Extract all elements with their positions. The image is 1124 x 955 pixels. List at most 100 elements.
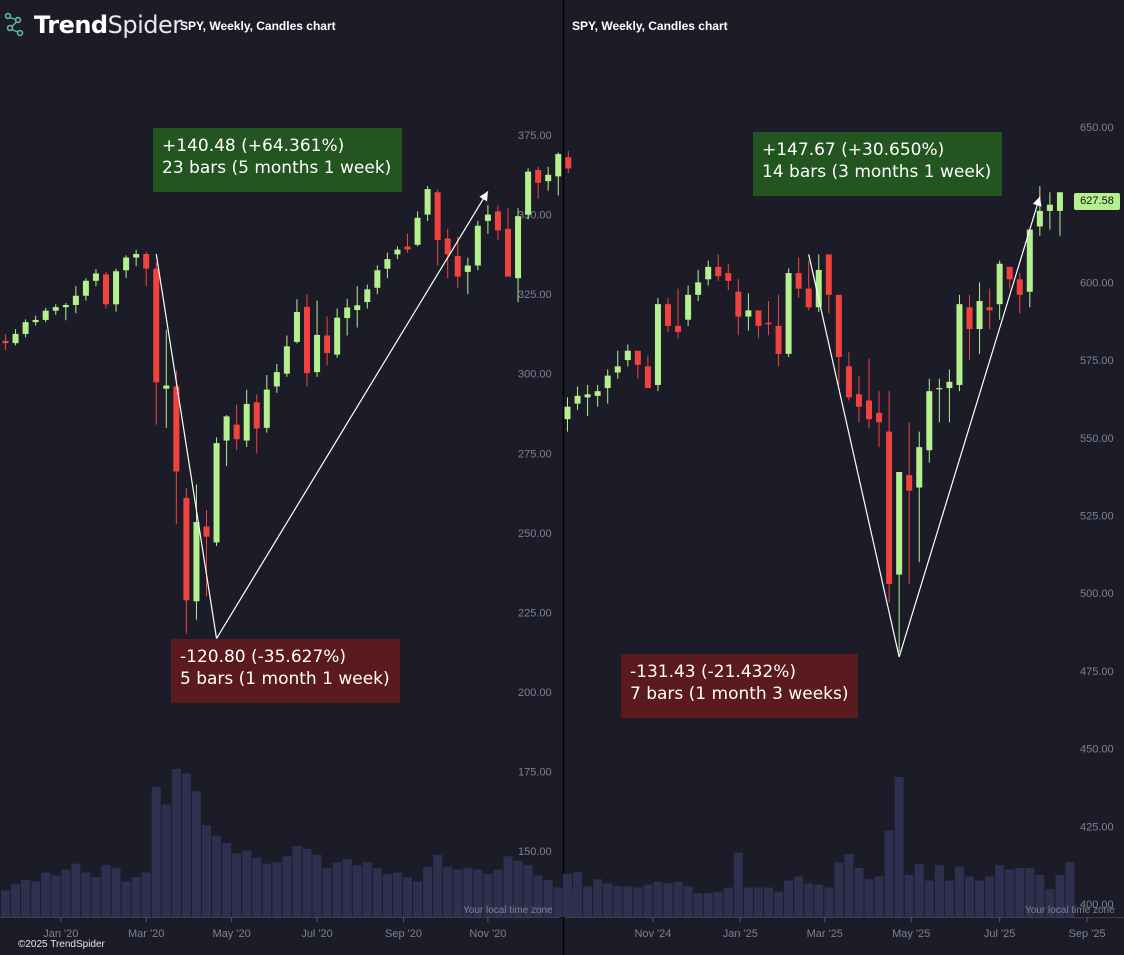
left-candle-body [545, 174, 552, 182]
left-candle-body [374, 270, 381, 288]
logo-light: Spider [107, 11, 183, 39]
right-x-tick-2: Mar '25 [807, 928, 843, 940]
trendspider-logo: TrendSpider [4, 11, 182, 39]
left-candle-body [82, 280, 89, 296]
right-volume-bar [683, 886, 693, 917]
right-arrowhead [1032, 196, 1042, 207]
right-volume-bar [753, 887, 763, 917]
right-volume-bar [774, 891, 784, 917]
right-candle-body [976, 301, 983, 330]
right-candle-body [876, 412, 883, 423]
left-volume-bar [121, 881, 131, 917]
left-candle-body [505, 228, 511, 277]
right-loss-line2: 7 bars (1 month 3 weeks) [630, 684, 849, 704]
right-volume-bar [854, 868, 864, 917]
left-volume-bar [191, 791, 201, 917]
left-gain-annotation[interactable]: +140.48 (+64.361%) 23 bars (5 months 1 w… [153, 128, 402, 192]
left-timezone-label[interactable]: Your local time zone [463, 905, 553, 916]
left-candle-body [314, 334, 321, 373]
left-candle-body [173, 386, 180, 472]
right-volume-bar [824, 887, 834, 917]
left-loss-line2: 5 bars (1 month 1 week) [180, 669, 390, 689]
left-volume-bar [21, 880, 31, 917]
left-candle-body [52, 307, 59, 311]
right-volume-bar [583, 886, 593, 917]
left-volume-bar [91, 877, 101, 917]
left-volume-bar [242, 850, 252, 917]
left-y-tick-7: 200.00 [518, 687, 552, 699]
right-volume-bar [834, 862, 844, 917]
left-candle-body [414, 217, 421, 245]
left-candle-body [364, 289, 371, 303]
left-candle-body [193, 522, 200, 602]
right-candle-body [1006, 266, 1013, 280]
left-volume-bar [312, 854, 322, 917]
left-volume-bar [413, 881, 423, 917]
right-volume-bar [633, 887, 643, 917]
left-candle-body [555, 154, 562, 177]
left-candle-body [153, 268, 160, 383]
logo-wordmark: TrendSpider [34, 11, 182, 39]
right-volume-bar [723, 887, 733, 917]
left-chart-title: SPY, Weekly, Candles chart [180, 19, 336, 33]
left-volume-bar [141, 872, 151, 917]
left-volume-bar [282, 856, 292, 917]
left-volume-bar [392, 872, 402, 917]
left-volume-bar [473, 869, 483, 917]
left-volume-bar [443, 866, 453, 917]
left-y-tick-4: 275.00 [518, 448, 552, 460]
right-y-tick-2: 600.00 [1080, 277, 1114, 289]
left-candle-body [434, 192, 441, 241]
right-candle-body [1026, 229, 1033, 292]
right-gain-annotation[interactable]: +147.67 (+30.650%) 14 bars (3 months 1 w… [753, 132, 1002, 196]
right-timezone-label[interactable]: Your local time zone [1025, 905, 1115, 916]
right-candle-body [1016, 279, 1023, 295]
right-candle-body [675, 325, 682, 333]
right-loss-annotation[interactable]: -131.43 (-21.432%) 7 bars (1 month 3 wee… [621, 654, 858, 718]
left-candle-chart: 375.00 350.00 325.00 300.00 275.00 250.00 225.… [0, 130, 573, 940]
right-x-tick-3: May '25 [892, 928, 930, 940]
right-volume-bar [975, 880, 985, 917]
left-candle-body [354, 305, 361, 311]
right-candle-body [866, 400, 872, 420]
left-volume-bar [423, 866, 433, 917]
right-y-tick-6: 500.00 [1080, 588, 1114, 600]
left-loss-annotation[interactable]: -120.80 (-35.627%) 5 bars (1 month 1 wee… [171, 639, 400, 703]
right-volume-bar [995, 865, 1005, 917]
left-volume-bar [202, 825, 211, 917]
right-candle-body [685, 294, 692, 320]
right-candle-body [825, 254, 832, 295]
right-candle-body [805, 288, 812, 308]
left-y-tick-9: 150.00 [518, 846, 552, 858]
left-candle-body [143, 254, 150, 269]
left-volume-bar [131, 877, 141, 917]
right-candle-body [564, 406, 571, 420]
right-candle-body [665, 304, 671, 326]
left-volume-bar [543, 880, 553, 917]
right-candle-body [644, 366, 651, 389]
right-decline-line [808, 254, 900, 658]
right-candle-body [584, 394, 591, 398]
left-candle-body [454, 255, 461, 277]
left-volume-bar [382, 874, 392, 917]
left-volume-bar [11, 884, 21, 917]
right-volume-bar [904, 875, 914, 917]
right-candle-body [624, 350, 631, 361]
right-volume-bar [1045, 889, 1055, 917]
right-candle-body [634, 350, 641, 365]
left-candle-body [444, 238, 451, 255]
right-candle-body [996, 263, 1003, 305]
left-volume-bar [302, 848, 312, 917]
right-volume-bar [894, 777, 904, 917]
right-candle-body [775, 325, 782, 354]
right-volume-bar [844, 854, 854, 917]
right-volume-bar [743, 887, 753, 917]
right-y-tick-8: 450.00 [1080, 744, 1114, 756]
right-candle-body [815, 269, 822, 308]
right-candle-chart: 650.00625.00600.00575.00550.00525.00500.… [563, 122, 1124, 940]
left-candle-body [304, 306, 310, 374]
left-x-tick-0: Jan '20 [43, 928, 78, 940]
right-candle-body [906, 475, 913, 491]
right-volume-bar [965, 876, 974, 917]
